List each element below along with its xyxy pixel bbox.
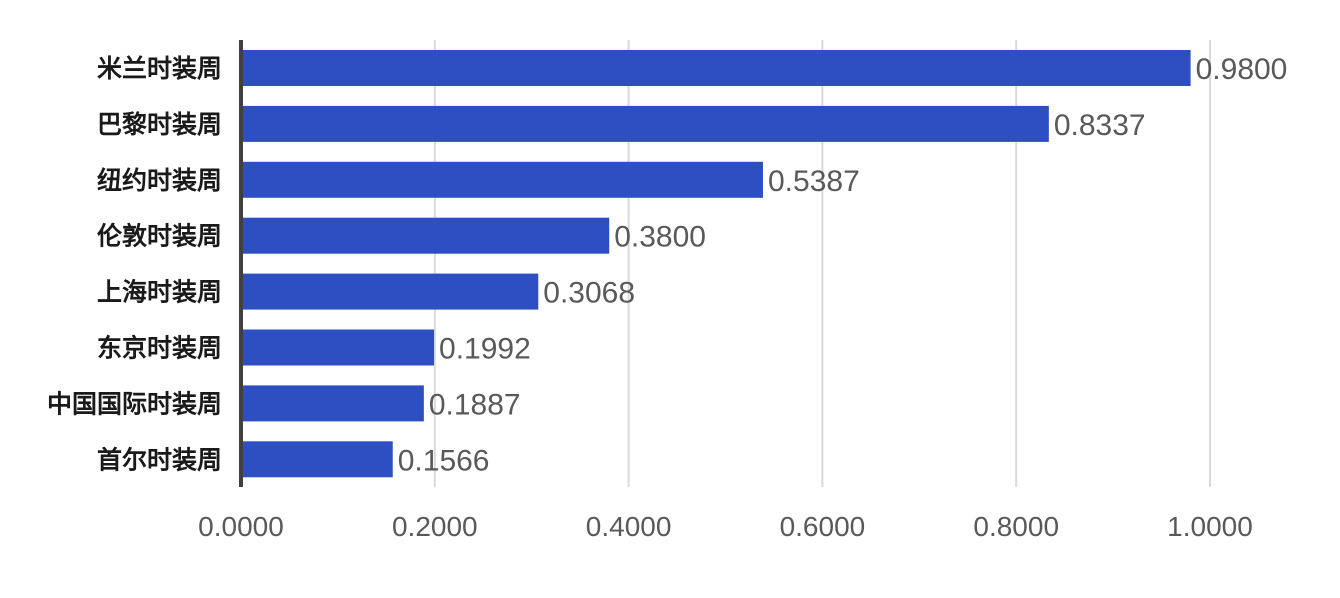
data-label: 0.8337 (1054, 109, 1146, 142)
bar (241, 161, 764, 198)
labels: 0.0000 0.2000 0.4000 0.6000 0.8000 1.0000 米兰时装… (47, 53, 1287, 542)
x-tick-label: 0.6000 (780, 511, 866, 542)
category-label: 纽约时装周 (97, 166, 222, 195)
x-tick-label: 0.2000 (392, 511, 478, 542)
data-label: 0.3068 (543, 277, 635, 310)
category-label: 上海时装周 (97, 278, 222, 307)
x-tick-label: 1.0000 (1167, 511, 1253, 542)
data-label: 0.9800 (1196, 53, 1288, 86)
bar (241, 329, 435, 366)
bar (241, 441, 393, 478)
bar (241, 50, 1191, 86)
data-label: 0.3800 (614, 221, 706, 254)
data-label: 0.5387 (768, 165, 860, 198)
x-tick-label: 0.4000 (586, 511, 672, 542)
category-label: 东京时装周 (97, 334, 222, 363)
data-label: 0.1992 (439, 333, 531, 366)
category-label: 巴黎时装周 (97, 110, 222, 139)
bar (241, 217, 610, 254)
data-label: 0.1566 (398, 444, 490, 477)
data-label: 0.1887 (429, 388, 521, 421)
category-label: 米兰时装周 (97, 54, 222, 83)
bar (241, 385, 424, 422)
x-tick-label: 0.0000 (198, 511, 284, 542)
category-label: 伦敦时装周 (97, 222, 222, 251)
x-tick-label: 0.8000 (973, 511, 1059, 542)
bar (241, 105, 1049, 142)
category-label: 中国国际时装周 (47, 389, 222, 418)
category-label: 首尔时装周 (97, 445, 222, 474)
bars (241, 50, 1191, 478)
bar (241, 273, 539, 310)
